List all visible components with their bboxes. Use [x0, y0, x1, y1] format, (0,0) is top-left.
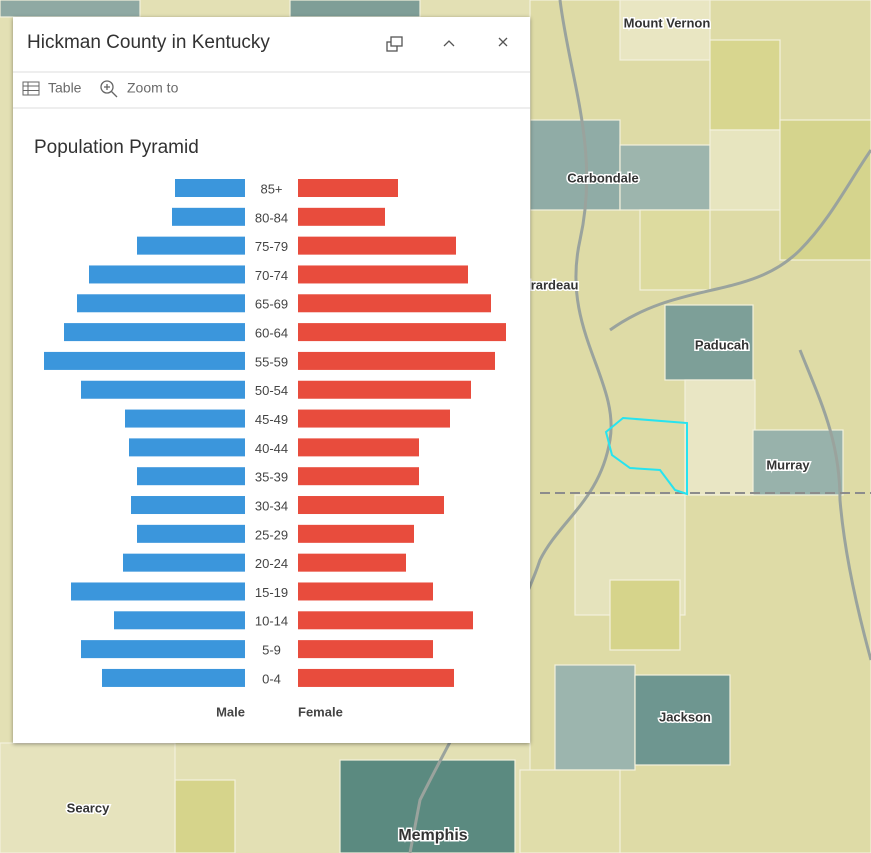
female-bar	[298, 207, 385, 226]
legend-label: Female	[298, 704, 343, 719]
male-bar	[102, 668, 245, 687]
age-label: 25-29	[255, 527, 288, 542]
male-bar	[77, 294, 245, 313]
chart: 85+ 80-84 75-79 70-74 65-69 60-64 55-59 50-54 45…	[44, 179, 506, 719]
male-bar	[137, 467, 245, 486]
age-label: 10-14	[255, 614, 288, 629]
female-bar	[298, 265, 468, 284]
zoom-icon[interactable]	[100, 80, 118, 98]
female-bar	[298, 179, 398, 197]
female-bar	[298, 496, 444, 515]
male-bar	[81, 640, 245, 659]
female-bar	[298, 323, 506, 342]
male-bar	[125, 409, 245, 428]
female-bar	[298, 409, 450, 428]
age-label: 45-49	[255, 412, 288, 427]
age-label: 75-79	[255, 239, 288, 254]
male-bar	[137, 236, 245, 255]
legend-label: Male	[216, 704, 245, 719]
place-label: Jackson	[659, 709, 711, 724]
male-bar	[123, 553, 245, 572]
male-bar	[131, 496, 245, 515]
age-label: 20-24	[255, 556, 288, 571]
age-label: 85+	[260, 181, 282, 196]
popup-content: Hickman County in Kentucky Table Zoom to…	[13, 32, 530, 719]
age-label: 60-64	[255, 326, 288, 341]
female-bar	[298, 611, 473, 630]
selected-county[interactable]	[604, 416, 688, 496]
female-bar	[298, 380, 471, 399]
female-bar	[298, 438, 419, 457]
table-icon[interactable]	[22, 81, 40, 96]
female-bar	[298, 553, 406, 572]
female-bar	[298, 668, 454, 687]
age-label: 55-59	[255, 354, 288, 369]
place-label: Carbondale	[567, 170, 639, 185]
female-bar	[298, 294, 491, 313]
age-label: 30-34	[255, 498, 288, 513]
table-action[interactable]: Table	[48, 80, 82, 96]
place-label: Memphis	[398, 827, 467, 844]
female-bar	[298, 582, 433, 601]
male-bar	[44, 351, 245, 370]
male-bar	[64, 323, 245, 342]
age-label: 5-9	[262, 643, 281, 658]
age-label: 70-74	[255, 268, 288, 283]
female-bar	[298, 351, 495, 370]
male-bar	[172, 207, 245, 226]
place-label: Murray	[766, 457, 810, 472]
age-label: 80-84	[255, 210, 288, 225]
male-bar	[89, 265, 245, 284]
age-label: 15-19	[255, 585, 288, 600]
age-label: 65-69	[255, 297, 288, 312]
age-label: 40-44	[255, 441, 288, 456]
age-label: 0-4	[262, 671, 281, 686]
dock-button[interactable]	[386, 36, 403, 52]
male-bar	[114, 611, 245, 630]
collapse-button[interactable]	[443, 40, 455, 47]
male-bar	[129, 438, 245, 457]
popup-title: Hickman County in Kentucky	[27, 32, 270, 53]
female-bar	[298, 467, 419, 486]
chart-title: Population Pyramid	[34, 137, 199, 158]
place-label: Mount Vernon	[624, 15, 711, 30]
male-bar	[71, 582, 245, 601]
close-button[interactable]	[498, 37, 508, 47]
male-bar	[81, 380, 245, 399]
female-bar	[298, 640, 433, 659]
popup: Hickman County in Kentucky Table Zoom to…	[13, 17, 530, 743]
male-bar	[175, 179, 245, 197]
age-label: 50-54	[255, 383, 288, 398]
place-label: Searcy	[67, 800, 110, 815]
zoom-action[interactable]: Zoom to	[127, 80, 179, 96]
place-label: Paducah	[695, 337, 749, 352]
age-label: 35-39	[255, 470, 288, 485]
male-bar	[137, 524, 245, 543]
female-bar	[298, 236, 456, 255]
female-bar	[298, 524, 414, 543]
